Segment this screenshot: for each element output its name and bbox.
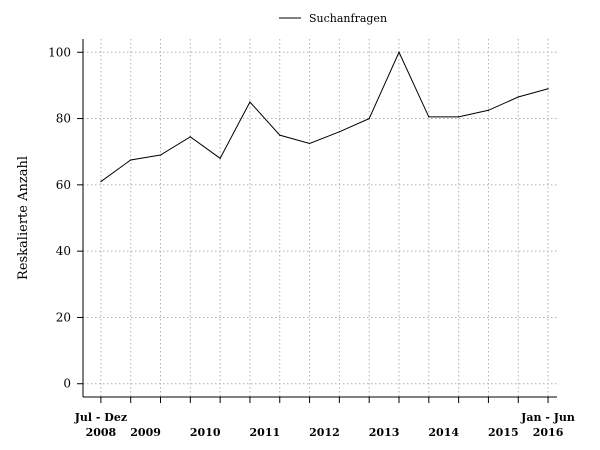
data-point-4: [219, 157, 221, 159]
x-tick-label-0-line-1: 2008: [86, 426, 117, 439]
y-tick-label-3: 60: [56, 178, 71, 192]
data-point-15: [547, 88, 549, 90]
data-point-12: [458, 116, 460, 118]
y-tick-label-1: 20: [56, 310, 71, 324]
legend-label: Suchanfragen: [309, 12, 387, 25]
legend: Suchanfragen: [279, 12, 387, 25]
axes: [77, 39, 557, 403]
labels: 0 20 40 60 80 100 Jul - Dez 2008 2009 2010 2011 201…: [48, 45, 575, 439]
data-point-10: [398, 51, 400, 53]
series-line-suchanfragen: [100, 51, 549, 182]
data-point-9: [368, 117, 370, 120]
y-axis-label: Reskalierte Anzahl: [16, 156, 31, 280]
data-point-0: [100, 180, 102, 183]
x-tick-label-5: 2013: [369, 426, 400, 439]
data-point-8: [338, 131, 340, 133]
data-point-2: [159, 154, 162, 156]
x-tick-label-3: 2011: [250, 426, 281, 439]
grid: [83, 39, 557, 397]
data-point-6: [279, 134, 281, 136]
data-point-7: [308, 142, 311, 145]
y-tick-label-5: 100: [48, 45, 71, 59]
data-point-3: [189, 136, 191, 138]
x-tick-label-4: 2012: [309, 426, 340, 439]
x-tick-label-0-line-0: Jul - Dez: [74, 411, 127, 424]
x-tick-label-7: 2015: [488, 426, 519, 439]
data-point-11: [428, 116, 430, 118]
series: [100, 51, 549, 183]
x-tick-label-6: 2014: [428, 426, 459, 439]
y-tick-label-2: 40: [56, 244, 71, 258]
x-tick-label-1: 2009: [130, 426, 161, 439]
x-tick-label-8-line-0: Jan - Jun: [520, 411, 575, 424]
y-tick-label-0: 0: [63, 377, 71, 391]
data-point-5: [249, 101, 251, 103]
data-point-14: [517, 96, 519, 98]
data-point-13: [487, 109, 490, 111]
x-tick-label-2: 2010: [190, 426, 221, 439]
data-point-1: [130, 159, 132, 161]
y-tick-label-4: 80: [56, 112, 71, 126]
x-tick-label-8-line-1: 2016: [533, 426, 564, 439]
